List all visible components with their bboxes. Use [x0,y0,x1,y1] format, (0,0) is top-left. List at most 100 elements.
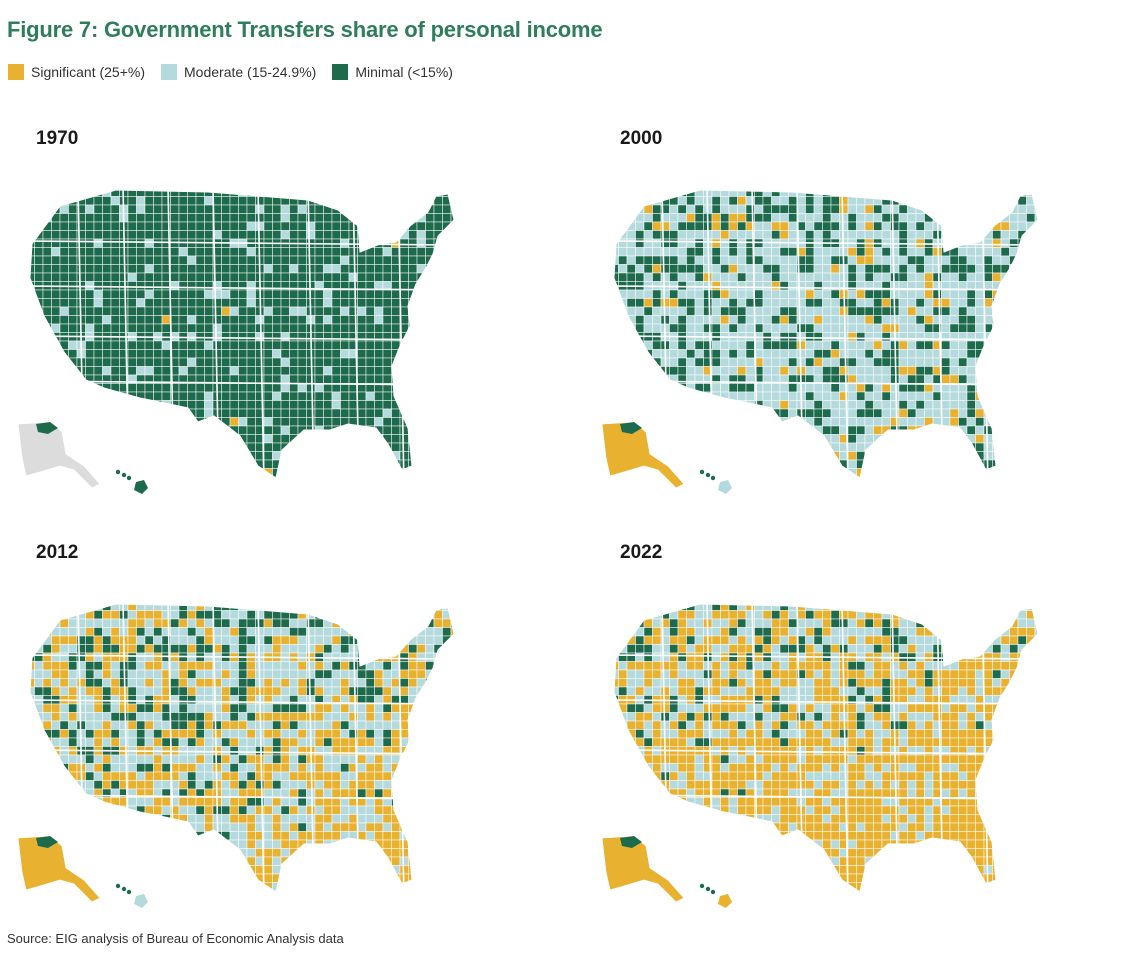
county-cell [399,213,409,223]
county-cell [881,468,891,478]
county-cell [1000,340,1010,350]
county-cell [170,695,180,705]
county-cell [52,486,61,495]
county-cell [788,451,798,461]
county-cell [178,434,188,444]
county-cell [93,610,103,620]
county-cell [789,486,798,495]
county-cell [170,451,180,461]
county-cell [822,400,832,410]
county-cell [144,678,154,688]
county-cell [450,661,454,671]
county-cell [297,729,307,739]
county-cell [425,408,435,418]
county-cell [881,264,891,274]
county-cell [136,306,146,316]
county-cell [348,703,358,713]
county-cell [229,213,239,223]
county-cell [187,264,197,274]
county-cell [737,451,747,461]
county-cell [127,349,137,359]
county-cell [839,340,849,350]
county-cell [468,401,477,410]
county-cell [426,494,435,503]
county-cell [434,494,443,503]
county-cell [460,494,469,503]
county-cell [357,408,367,418]
county-cell [425,425,435,435]
county-cell [68,652,78,662]
county-cell [1044,307,1053,316]
county-cell [306,190,316,197]
county-cell [238,204,248,214]
county-cell [771,190,781,197]
county-cell [450,238,454,248]
county-cell [127,213,137,223]
county-cell [136,323,146,333]
county-cell [983,196,993,206]
county-cell [348,451,358,461]
county-cell [119,272,129,282]
county-cell [399,644,409,654]
county-cell [93,230,103,240]
county-cell [847,323,857,333]
county-cell [450,678,454,688]
county-cell [59,712,69,722]
county-cell [992,340,1002,350]
county-cell [694,400,704,410]
county-cell [1034,323,1038,333]
county-cell [745,451,755,461]
county-cell [1052,273,1061,282]
county-cell [281,494,290,503]
county-cell [297,272,307,282]
county-cell [263,669,273,679]
county-cell [1035,503,1044,507]
county-cell [127,451,137,461]
county-cell [468,214,477,223]
county-cell [711,357,721,367]
county-cell [958,298,968,308]
county-cell [144,417,154,427]
county-cell [881,221,891,231]
county-cell [442,264,452,274]
county-cell [195,247,205,257]
county-cell [365,476,375,478]
county-cell [686,357,696,367]
county-cell [289,703,299,713]
county-cell [391,442,401,452]
county-cell [238,686,248,696]
county-cell [771,221,781,231]
county-cell [30,729,35,739]
county-cell [460,713,469,722]
county-cell [754,204,764,214]
county-cell [728,196,738,206]
county-cell [771,434,781,444]
county-cell [323,468,333,478]
county-cell [153,720,163,730]
county-cell [1017,417,1027,427]
county-cell [898,476,908,478]
county-cell [238,635,248,645]
county-cell [426,486,435,495]
county-cell [450,196,454,206]
county-cell [460,358,469,367]
county-cell [703,442,713,452]
county-cell [306,468,316,478]
county-cell [68,408,78,418]
county-cell [238,213,248,223]
county-cell [644,494,653,503]
county-cell [85,434,95,444]
county-cell [728,190,738,197]
county-cell [711,230,721,240]
county-cell [382,661,392,671]
county-cell [331,627,341,637]
county-cell [830,391,840,401]
county-cell [297,644,307,654]
county-cell [915,459,925,469]
county-cell [77,503,86,507]
county-cell [103,494,112,503]
county-cell [178,190,188,197]
county-cell [823,494,832,503]
county-cell [433,712,443,722]
county-cell [51,476,61,478]
